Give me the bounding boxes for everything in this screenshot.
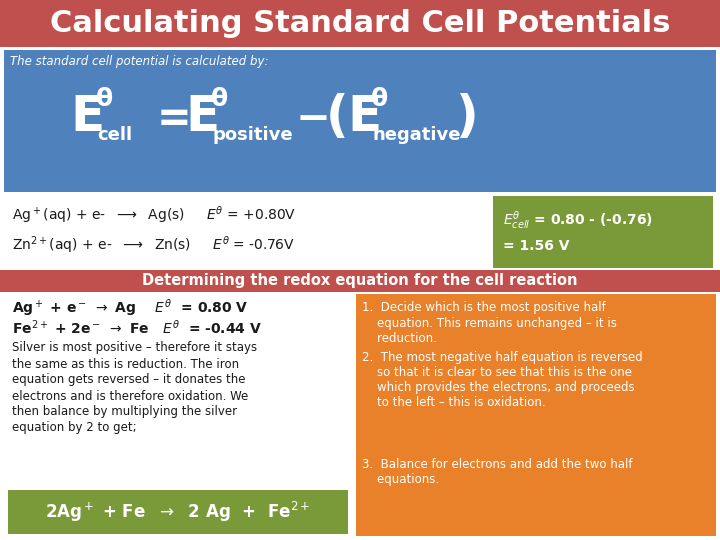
Text: $\mathbf{=}$: $\mathbf{=}$	[148, 96, 189, 138]
Text: 2Ag$^+$ + Fe  $\rightarrow$  2 Ag  +  Fe$^{2+}$: 2Ag$^+$ + Fe $\rightarrow$ 2 Ag + Fe$^{2…	[45, 500, 310, 524]
Text: Silver is most positive – therefore it stays: Silver is most positive – therefore it s…	[12, 341, 257, 354]
Text: The standard cell potential is calculated by:: The standard cell potential is calculate…	[10, 56, 269, 69]
Text: Ag$^+$(aq) + e-  $\longrightarrow$  Ag(s)     $E^\theta$ = +0.80V: Ag$^+$(aq) + e- $\longrightarrow$ Ag(s) …	[12, 205, 296, 226]
Text: equation gets reversed – it donates the: equation gets reversed – it donates the	[12, 374, 246, 387]
Bar	[356, 294, 716, 536]
Bar	[0, 0, 720, 47]
Text: $\mathbf{\theta}$: $\mathbf{\theta}$	[210, 87, 228, 111]
Text: 1.  Decide which is the most positive half: 1. Decide which is the most positive hal…	[362, 301, 606, 314]
Text: so that it is clear to see that this is the one: so that it is clear to see that this is …	[362, 366, 632, 379]
Text: negative: negative	[372, 126, 461, 144]
Text: $\mathbf{(E}$: $\mathbf{(E}$	[325, 92, 380, 141]
Text: Zn$^{2+}$(aq) + e-  $\longrightarrow$  Zn(s)     $E^\theta$ = -0.76V: Zn$^{2+}$(aq) + e- $\longrightarrow$ Zn(…	[12, 234, 295, 255]
Bar	[0, 270, 720, 292]
Text: cell: cell	[97, 126, 132, 144]
Text: equation. This remains unchanged – it is: equation. This remains unchanged – it is	[362, 316, 617, 329]
Text: $\mathbf{\theta}$: $\mathbf{\theta}$	[95, 87, 113, 111]
Text: Fe$^{2+}$ + 2e$^-$ $\rightarrow$ Fe   $E^\theta$  = -0.44 V: Fe$^{2+}$ + 2e$^-$ $\rightarrow$ Fe $E^\…	[12, 319, 262, 337]
Text: 3.  Balance for electrons and add the two half: 3. Balance for electrons and add the two…	[362, 458, 632, 471]
Text: = 1.56 V: = 1.56 V	[503, 239, 570, 253]
Bar	[4, 294, 352, 536]
Text: Determining the redox equation for the cell reaction: Determining the redox equation for the c…	[143, 273, 577, 288]
Text: $\mathbf{)}$: $\mathbf{)}$	[455, 92, 475, 141]
Text: equation by 2 to get;: equation by 2 to get;	[12, 422, 137, 435]
Text: then balance by multiplying the silver: then balance by multiplying the silver	[12, 406, 237, 419]
Text: $\mathbf{E}$: $\mathbf{E}$	[70, 93, 102, 141]
Text: $\mathbf{E}$: $\mathbf{E}$	[185, 93, 217, 141]
Bar	[493, 196, 713, 268]
Text: 2.  The most negative half equation is reversed: 2. The most negative half equation is re…	[362, 350, 643, 363]
Text: positive: positive	[212, 126, 292, 144]
Bar	[4, 194, 716, 270]
Bar	[8, 490, 348, 534]
Text: Ag$^+$ + e$^-$ $\rightarrow$ Ag    $E^\theta$  = 0.80 V: Ag$^+$ + e$^-$ $\rightarrow$ Ag $E^\thet…	[12, 298, 248, 319]
Text: which provides the electrons, and proceeds: which provides the electrons, and procee…	[362, 381, 634, 394]
Text: electrons and is therefore oxidation. We: electrons and is therefore oxidation. We	[12, 389, 248, 402]
Text: $E^\theta_{cell}$ = 0.80 - (-0.76): $E^\theta_{cell}$ = 0.80 - (-0.76)	[503, 209, 653, 231]
Text: to the left – this is oxidation.: to the left – this is oxidation.	[362, 395, 546, 408]
Text: equations.: equations.	[362, 474, 439, 487]
Text: Calculating Standard Cell Potentials: Calculating Standard Cell Potentials	[50, 10, 670, 38]
Text: reduction.: reduction.	[362, 332, 437, 345]
Text: $\mathbf{-}$: $\mathbf{-}$	[295, 96, 328, 138]
Bar	[4, 50, 716, 192]
Text: the same as this is reduction. The iron: the same as this is reduction. The iron	[12, 357, 239, 370]
Text: $\mathbf{\theta}$: $\mathbf{\theta}$	[370, 87, 388, 111]
